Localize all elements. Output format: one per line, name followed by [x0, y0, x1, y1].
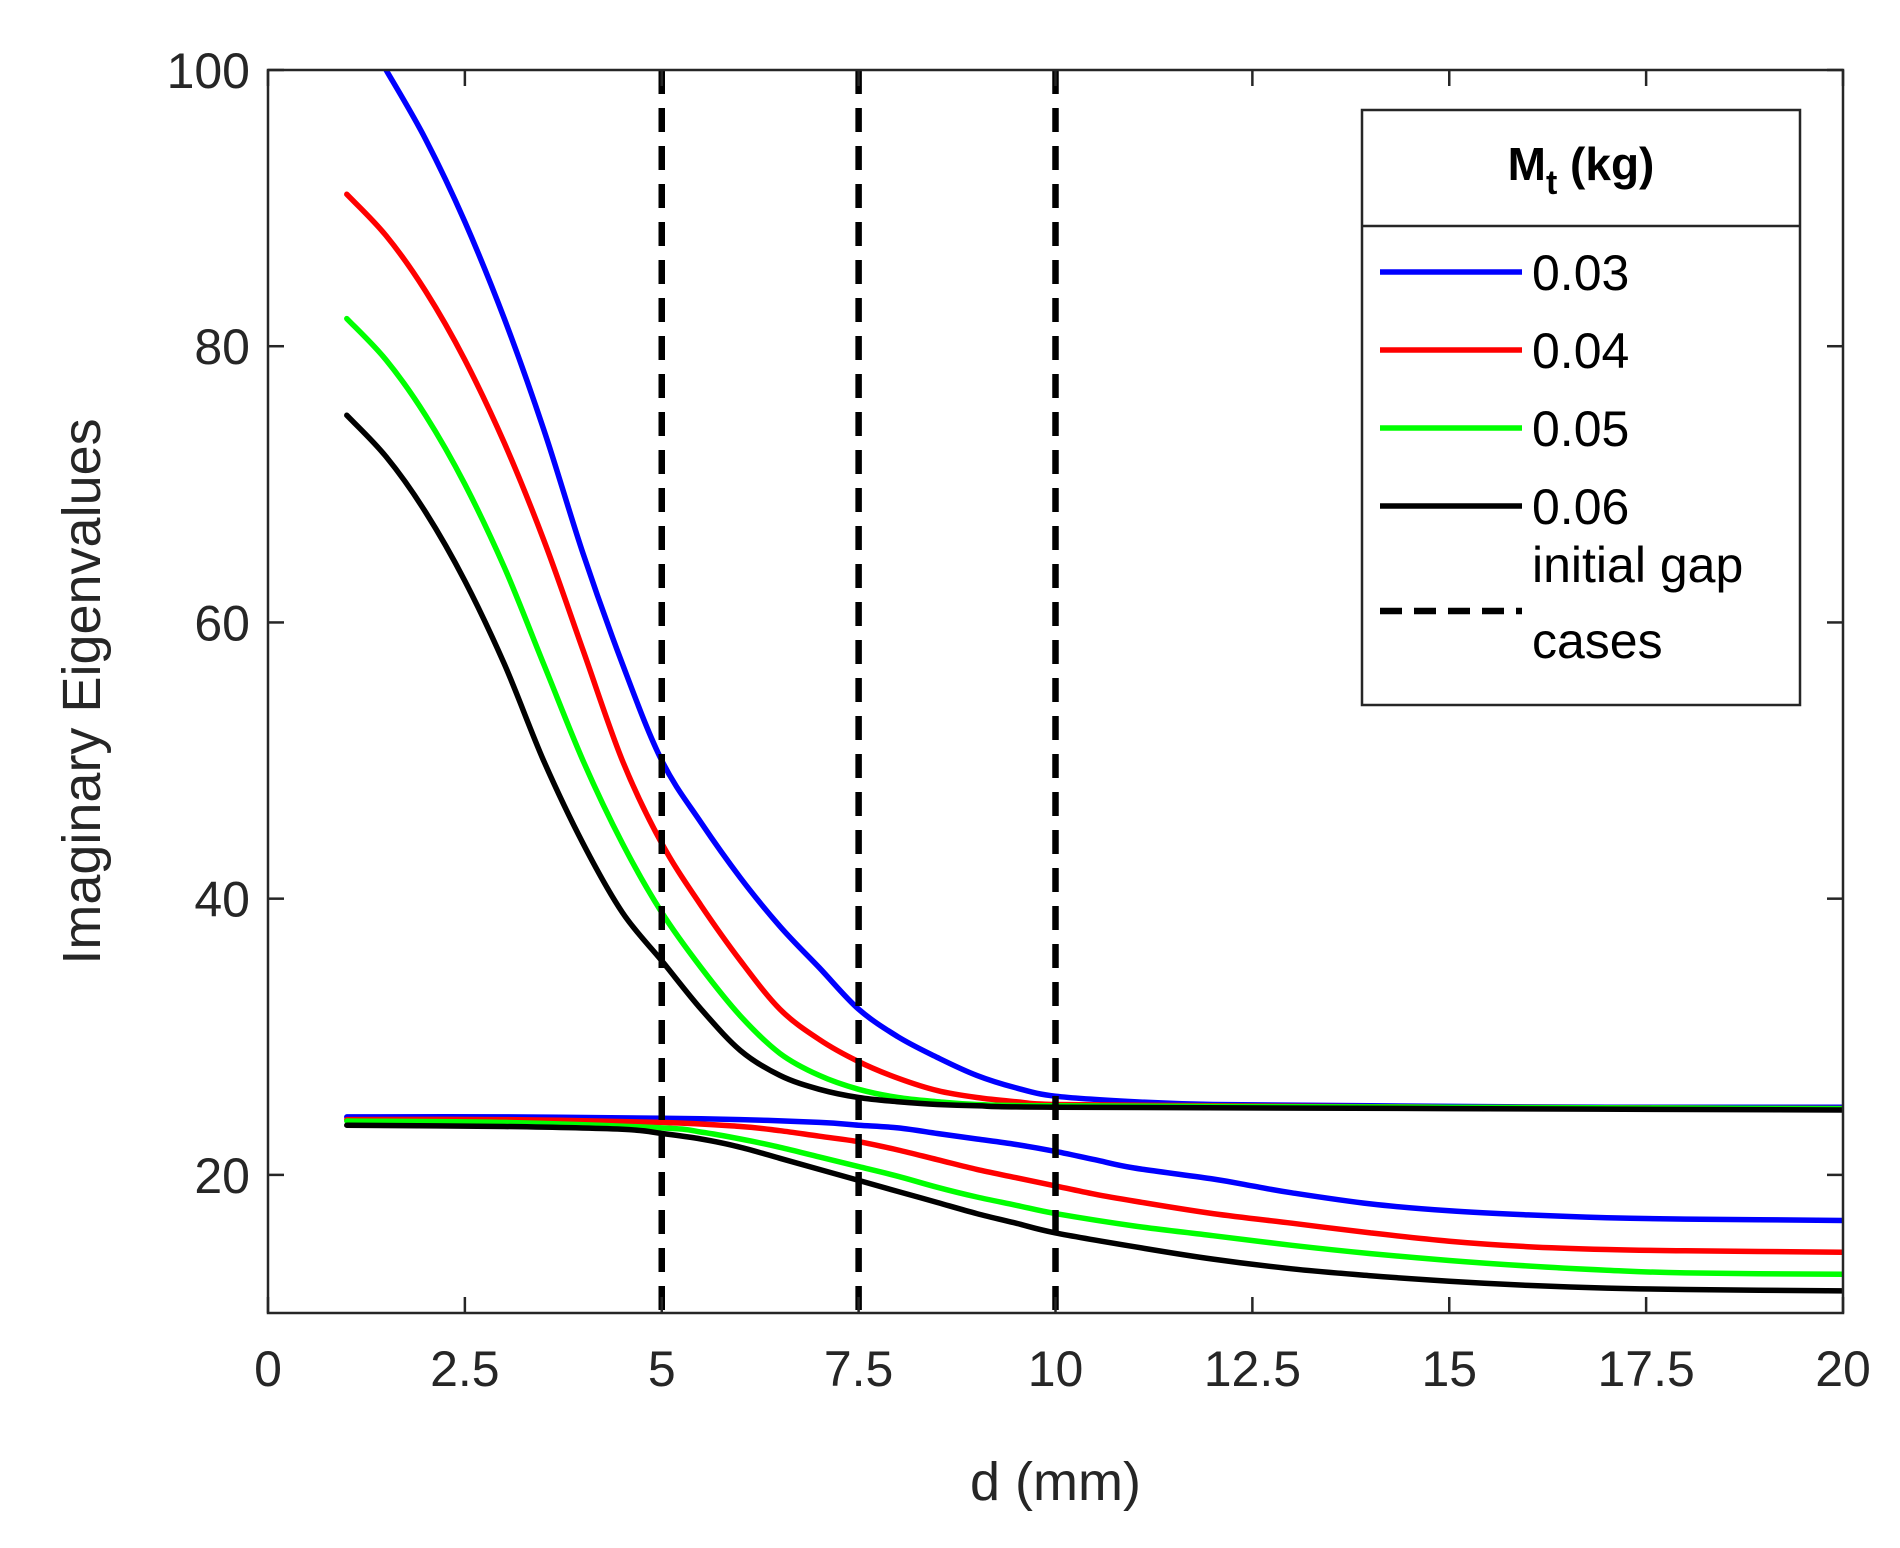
x-tick-label: 0: [254, 1341, 282, 1397]
legend-label-line1: initial gap: [1532, 537, 1743, 593]
y-tick-label: 80: [194, 319, 250, 375]
series-0.04-lower-line: [344, 1116, 1843, 1255]
x-tick-label: 20: [1815, 1341, 1871, 1397]
x-tick-label: 15: [1421, 1341, 1477, 1397]
legend-title-subscript: t: [1546, 164, 1557, 202]
legend-label: 0.04: [1532, 323, 1629, 379]
legend-entry: 0.05: [1380, 401, 1629, 457]
y-axis-label: Imaginary Eigenvalues: [52, 418, 112, 964]
legend-title-unit: (kg): [1557, 138, 1654, 190]
x-tick-label: 10: [1028, 1341, 1084, 1397]
legend-title: Mt (kg): [1508, 138, 1655, 202]
x-tick-label: 17.5: [1597, 1341, 1694, 1397]
series-0.05-lower-line: [344, 1118, 1843, 1278]
y-tick-label: 60: [194, 595, 250, 651]
legend-entry: 0.06: [1380, 479, 1629, 535]
axis-ticks: 0 2.5 5 7.5 10 12.5 15 17.5 20 20 40 60 80 100: [167, 43, 1871, 1397]
x-tick-label: 12.5: [1204, 1341, 1301, 1397]
y-tick-label: 40: [194, 872, 250, 928]
y-tick-label: 20: [194, 1148, 250, 1204]
x-tick-label: 7.5: [824, 1341, 894, 1397]
legend-entry: 0.03: [1380, 245, 1629, 301]
legend-entry: initial gap cases: [1380, 537, 1743, 669]
series-0.03-lower-line: [344, 1114, 1843, 1224]
x-tick-label: 5: [648, 1341, 676, 1397]
x-tick-label: 2.5: [430, 1341, 500, 1397]
y-tick-label: 100: [167, 43, 250, 99]
series-0.06-lower-line: [344, 1122, 1843, 1294]
legend-label: 0.03: [1532, 245, 1629, 301]
x-axis-label: d (mm): [970, 1452, 1141, 1512]
legend-label-line2: cases: [1532, 613, 1663, 669]
legend-title-main: M: [1508, 138, 1546, 190]
legend-label: 0.05: [1532, 401, 1629, 457]
legend-label: 0.06: [1532, 479, 1629, 535]
series-0.06-upper-line: [344, 412, 1843, 1113]
legend-entry: 0.04: [1380, 323, 1629, 379]
plot-area: [344, 70, 1843, 1313]
series-group: [344, 70, 1843, 1313]
legend-box: [1360, 108, 1802, 707]
